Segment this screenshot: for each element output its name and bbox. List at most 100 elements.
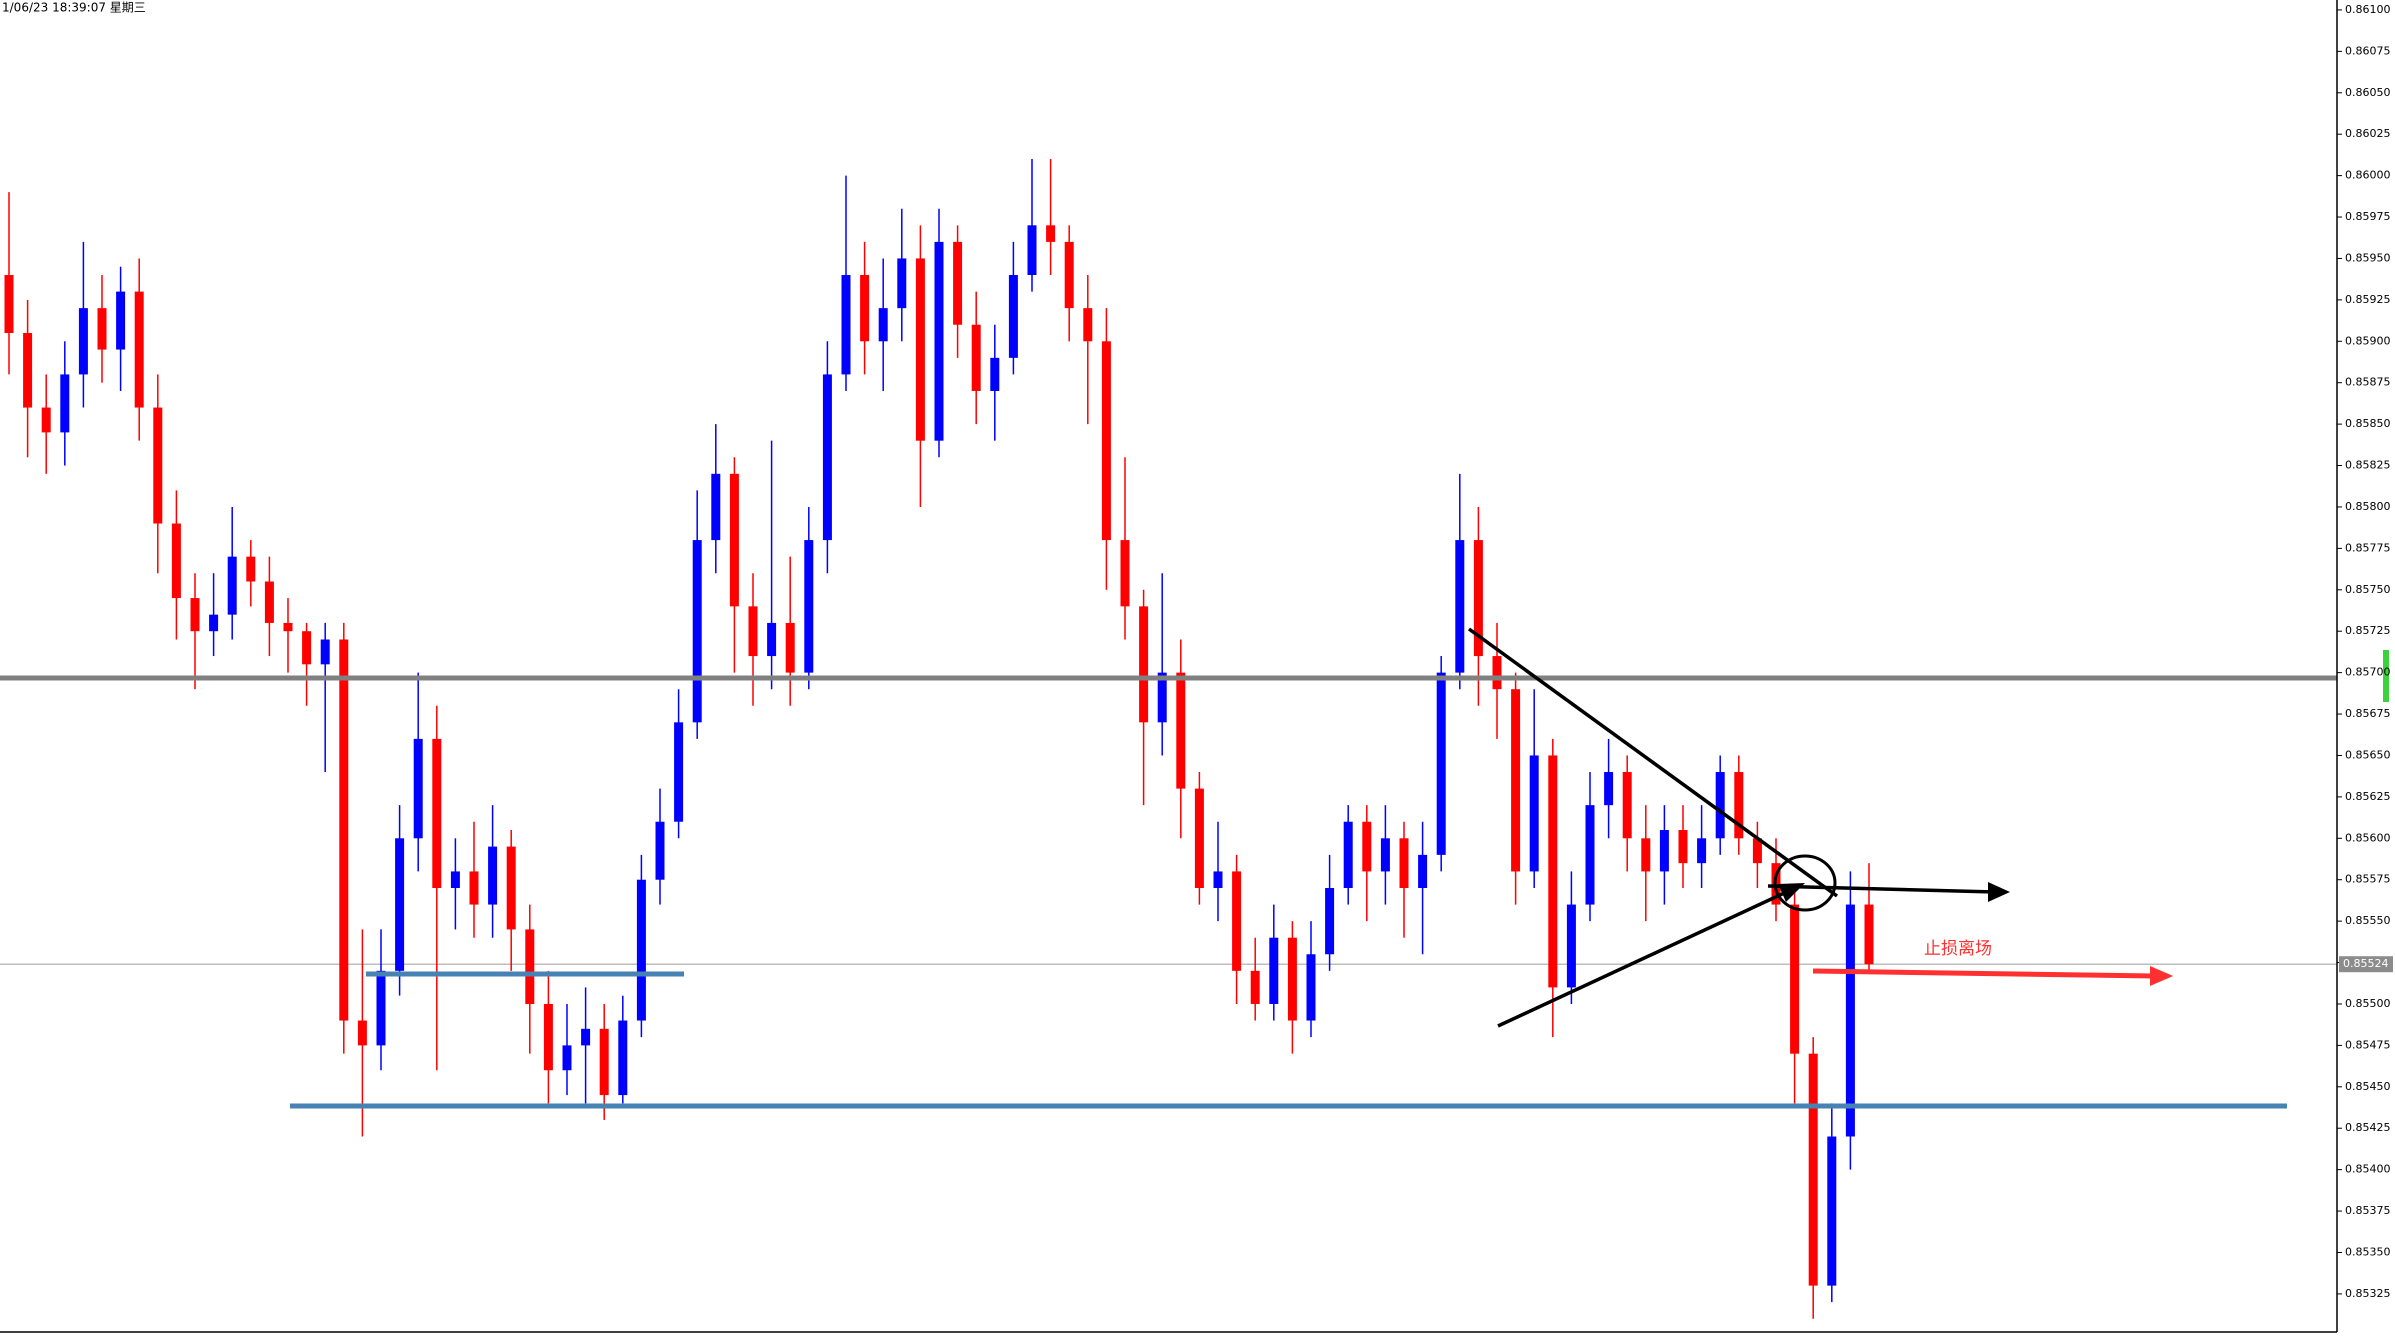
candle-body <box>376 970 386 1046</box>
candle-body <box>1213 871 1223 888</box>
candle-body <box>1492 656 1502 690</box>
annotation: 止损离场 <box>1924 939 1992 959</box>
y-tick-label: 0.86075 <box>2345 44 2391 57</box>
candle-body <box>1548 755 1558 988</box>
candle-body <box>1622 772 1632 839</box>
candle-body <box>878 308 888 342</box>
y-tick-label: 0.85350 <box>2345 1245 2391 1258</box>
y-tick-label: 0.85925 <box>2345 293 2391 306</box>
candle-body <box>432 738 442 888</box>
candle-body <box>636 879 646 1021</box>
candle-body <box>469 871 479 905</box>
volume-indicator <box>2383 650 2389 702</box>
y-tick-label: 0.85975 <box>2345 210 2391 223</box>
y-tick-label: 0.85375 <box>2345 1204 2391 1217</box>
y-tick-label: 0.85575 <box>2345 873 2391 886</box>
y-tick-label: 0.85775 <box>2345 541 2391 554</box>
candle-body <box>785 622 795 673</box>
arrow-line <box>1767 884 1996 894</box>
candle-body <box>1585 805 1595 905</box>
candle-body <box>934 241 944 441</box>
y-tick-label: 0.85425 <box>2345 1121 2391 1134</box>
candle-body <box>1101 341 1111 541</box>
y-tick-label: 0.85875 <box>2345 376 2391 389</box>
candle-body <box>990 357 1000 391</box>
candle-body <box>1139 606 1149 723</box>
candle-body <box>116 291 126 350</box>
candle-body <box>1120 540 1130 607</box>
drawings: 止损离场 <box>0 627 2337 1109</box>
candle-body <box>674 722 684 822</box>
candle-body <box>1604 772 1614 806</box>
candle-body <box>953 241 963 325</box>
candle-body <box>581 1028 591 1046</box>
candle-body <box>4 275 14 333</box>
y-tick-label: 0.85950 <box>2345 251 2391 264</box>
arrow-head <box>2150 966 2173 986</box>
candle-body <box>339 639 349 1021</box>
candle-body <box>1306 954 1316 1021</box>
candle-body <box>23 333 33 408</box>
y-tick-label: 0.85700 <box>2345 666 2391 679</box>
candle-body <box>171 523 181 599</box>
candle-body <box>655 821 665 880</box>
candle-body <box>302 631 312 665</box>
candle-body <box>246 556 256 582</box>
y-tick-label: 0.85400 <box>2345 1163 2391 1176</box>
candle-body <box>97 308 107 350</box>
last-price-label: 0.85524 <box>2343 957 2389 970</box>
candle-body <box>599 1028 609 1096</box>
candle-body <box>1418 854 1428 888</box>
y-tick-label: 0.85850 <box>2345 417 2391 430</box>
candle-body <box>1008 275 1018 358</box>
y-tick-label: 0.85325 <box>2345 1287 2391 1300</box>
candle-body <box>1752 838 1762 864</box>
candle-body <box>488 846 498 905</box>
candle-body <box>1343 821 1353 888</box>
candle-body <box>543 1003 553 1071</box>
candle-body <box>1659 830 1669 872</box>
candle-body <box>1473 540 1483 657</box>
candle-body <box>1511 689 1521 872</box>
circle-marker <box>1773 854 1837 912</box>
y-tick-label: 0.85550 <box>2345 914 2391 927</box>
candle-body <box>1715 772 1725 839</box>
candle-body <box>1232 871 1242 971</box>
y-tick-label: 0.85475 <box>2345 1038 2391 1051</box>
candle-body <box>1064 241 1074 309</box>
candle-body <box>450 871 460 888</box>
candle-body <box>395 838 405 971</box>
candle-body <box>767 622 777 657</box>
candle-body <box>971 324 981 391</box>
trend-line <box>1497 886 1796 1028</box>
y-tick-label: 0.85450 <box>2345 1080 2391 1093</box>
candle-body <box>190 598 200 632</box>
candle-body <box>1176 672 1186 789</box>
candle-body <box>1697 838 1707 864</box>
last-price-box <box>2339 956 2393 973</box>
candle-body <box>1157 672 1167 723</box>
y-tick-label: 0.85725 <box>2345 624 2391 637</box>
y-tick-label: 0.86025 <box>2345 127 2391 140</box>
candle-body <box>822 374 832 541</box>
candle-body <box>1864 904 1874 965</box>
candle-body <box>1678 830 1688 864</box>
candle-body <box>748 606 758 657</box>
candle-body <box>1827 1136 1837 1286</box>
candle-body <box>860 275 870 342</box>
arrow-head <box>1988 882 2010 902</box>
candle-body <box>283 622 293 632</box>
candle-body <box>134 291 144 408</box>
candle-body <box>1083 308 1093 342</box>
candle-body <box>1808 1053 1818 1286</box>
candle-body <box>729 473 739 607</box>
candle-body <box>1845 904 1855 1137</box>
y-tick-label: 0.86000 <box>2345 169 2391 182</box>
candle-body <box>915 258 925 441</box>
candle-body <box>1734 772 1744 839</box>
candle-body <box>897 258 907 309</box>
candle-body <box>1529 755 1539 872</box>
y-tick-label: 0.85500 <box>2345 997 2391 1010</box>
candle-body <box>1455 540 1465 673</box>
